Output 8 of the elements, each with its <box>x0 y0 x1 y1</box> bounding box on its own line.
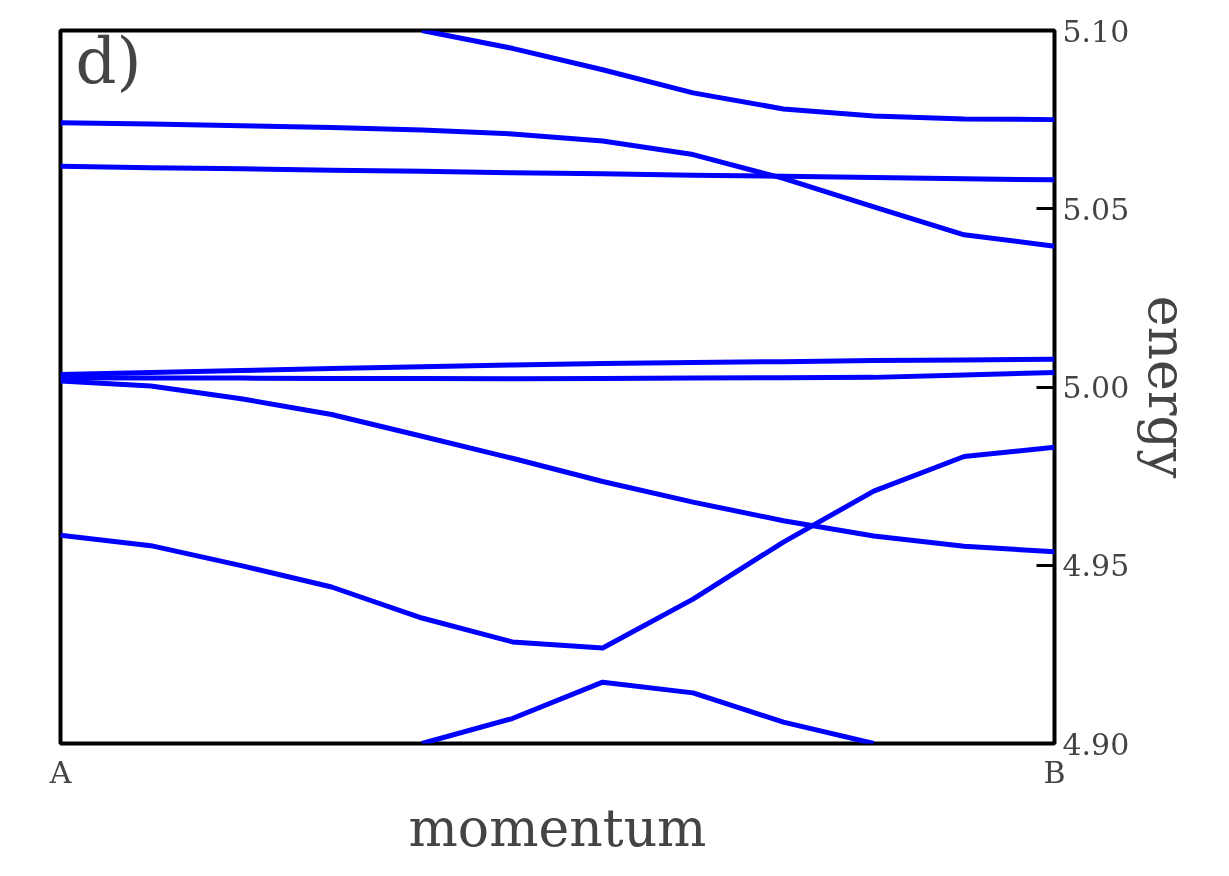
annotation: d) <box>75 23 142 98</box>
y-tick-label: 5.10 <box>1062 13 1130 49</box>
x-axis-title: momentum <box>408 797 707 858</box>
y-tick-label: 5.05 <box>1062 191 1130 227</box>
y-tick-label: 4.95 <box>1062 548 1130 584</box>
y-axis-title: energy <box>1137 295 1198 479</box>
x-tick-label: A <box>48 754 72 790</box>
y-tick-label: 5.00 <box>1062 370 1130 405</box>
